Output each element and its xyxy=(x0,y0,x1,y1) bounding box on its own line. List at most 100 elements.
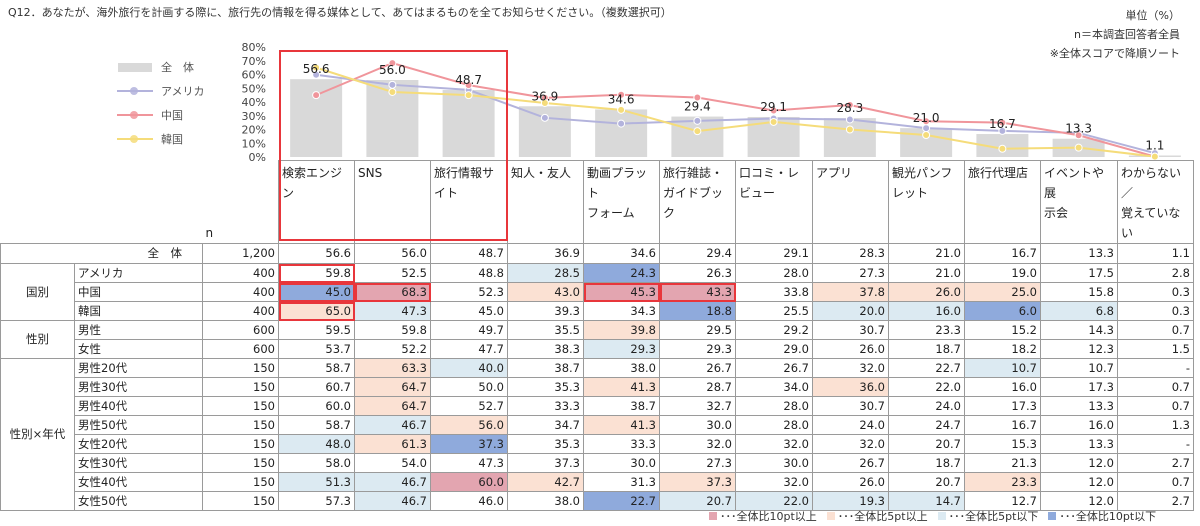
value-cell: 13.3 xyxy=(1040,243,1118,264)
value-cell: 32.0 xyxy=(812,358,889,378)
value-cell: 52.7 xyxy=(430,396,508,416)
y-tick-label: 20% xyxy=(242,124,266,137)
value-cell: 28.5 xyxy=(507,263,584,283)
legend-item-china: 中国 xyxy=(115,103,204,127)
sort-note: ※全体スコアで降順ソート xyxy=(1049,47,1180,60)
data-label: 29.1 xyxy=(760,100,787,114)
value-cell: 49.7 xyxy=(430,320,508,340)
series-line-2 xyxy=(315,62,1156,158)
value-cell: 29.0 xyxy=(735,339,813,359)
table-row: 全 体 1,200 56.6 56.0 48.7 36.9 34.6 29.4 29.1 28.3… xyxy=(0,243,1194,264)
value-cell: 22.7 xyxy=(888,358,965,378)
value-cell: 34.6 xyxy=(583,243,660,264)
data-label: 29.4 xyxy=(684,100,711,114)
value-cell: 0.7 xyxy=(1117,472,1194,492)
value-cell: 32.0 xyxy=(735,472,813,492)
value-cell: 28.7 xyxy=(659,377,736,397)
value-cell: 61.3 xyxy=(354,434,431,454)
value-cell: 28.0 xyxy=(735,263,813,283)
value-cell: 31.3 xyxy=(583,472,660,492)
value-cell: 22.0 xyxy=(735,491,813,511)
value-cell: 43.0 xyxy=(507,282,584,302)
sample-note: n＝本調査回答者全員 xyxy=(1074,28,1180,41)
column-header: アプリ xyxy=(812,160,889,244)
series-point xyxy=(922,117,931,126)
row-label: 女性30代 xyxy=(74,453,203,473)
value-cell: 37.3 xyxy=(430,434,508,454)
value-cell: 43.3 xyxy=(659,282,736,302)
value-cell: 56.0 xyxy=(430,415,508,435)
shading-legend-plus5: ･･･全体比5pt以上 xyxy=(826,508,928,524)
value-cell: 15.2 xyxy=(964,320,1041,340)
data-label: 36.9 xyxy=(532,89,559,103)
value-cell: 6.0 xyxy=(964,301,1041,321)
value-cell: 13.3 xyxy=(1040,396,1118,416)
value-cell: 1.5 xyxy=(1117,339,1194,359)
row-label: 男性20代 xyxy=(74,358,203,378)
legend-line-korea xyxy=(117,135,153,143)
data-label: 1.1 xyxy=(1145,138,1164,152)
value-cell: 0.3 xyxy=(1117,282,1194,302)
column-header: SNS xyxy=(354,160,431,244)
value-cell: 26.0 xyxy=(888,282,965,302)
value-cell: 24.0 xyxy=(888,396,965,416)
value-cell: 63.3 xyxy=(354,358,431,378)
value-cell: 22.7 xyxy=(583,491,660,511)
value-cell: 28.0 xyxy=(735,415,813,435)
value-cell: 12.7 xyxy=(964,491,1041,511)
value-cell: 54.0 xyxy=(354,453,431,473)
value-cell: 29.4 xyxy=(659,243,736,264)
data-table: n 検索エンジン SNS 旅行情報サイト 知人・友人 動画プラット フォーム 旅行雑誌・ ガ… xyxy=(0,160,1194,511)
value-cell: 37.3 xyxy=(659,472,736,492)
value-cell: 46.7 xyxy=(354,491,431,511)
data-label: 28.3 xyxy=(837,101,864,115)
value-cell: 25.5 xyxy=(735,301,813,321)
value-cell: 29.3 xyxy=(659,339,736,359)
n-cell: 150 xyxy=(202,415,279,435)
value-cell: 16.0 xyxy=(888,301,965,321)
value-cell: 30.0 xyxy=(735,453,813,473)
column-header: 動画プラット フォーム xyxy=(583,160,660,244)
value-cell: 47.3 xyxy=(430,453,508,473)
table-row: 女性50代 150 57.3 46.7 46.0 38.0 22.7 20.7 22.0 19.3… xyxy=(1,491,1194,511)
legend-line-america xyxy=(117,87,153,95)
value-cell: 23.3 xyxy=(964,472,1041,492)
series-point xyxy=(617,90,626,99)
n-cell: 1,200 xyxy=(202,243,279,264)
n-cell: 150 xyxy=(202,491,279,511)
series-point xyxy=(388,80,397,89)
series-point xyxy=(693,93,702,102)
value-cell: 41.3 xyxy=(583,415,660,435)
value-cell: 36.9 xyxy=(507,243,584,264)
series-line-3 xyxy=(315,66,1155,158)
column-header: 旅行代理店 xyxy=(964,160,1041,244)
value-cell: 47.3 xyxy=(354,301,431,321)
value-cell: 24.3 xyxy=(583,263,660,283)
series-point xyxy=(998,144,1007,153)
column-header: 旅行雑誌・ ガイドブック xyxy=(659,160,736,244)
value-cell: 29.5 xyxy=(659,320,736,340)
value-cell: 32.7 xyxy=(659,396,736,416)
value-cell: 12.3 xyxy=(1040,339,1118,359)
n-header: n xyxy=(202,160,279,244)
value-cell: 0.3 xyxy=(1117,301,1194,321)
value-cell: 26.0 xyxy=(812,339,889,359)
value-cell: 26.7 xyxy=(812,453,889,473)
y-tick-label: 40% xyxy=(242,96,266,109)
n-cell: 150 xyxy=(202,434,279,454)
value-cell: 21.0 xyxy=(888,243,965,264)
value-cell: 60.0 xyxy=(278,396,355,416)
series-point xyxy=(998,126,1007,135)
value-cell: 20.7 xyxy=(888,434,965,454)
y-tick-label: 80% xyxy=(242,41,266,54)
value-cell: 2.7 xyxy=(1117,491,1194,511)
row-label: 女性50代 xyxy=(74,491,203,511)
legend-bar-swatch xyxy=(118,62,152,72)
value-cell: 24.0 xyxy=(812,415,889,435)
row-label: 韓国 xyxy=(74,301,203,321)
shading-legend-plus10: ･･･全体比10pt以上 xyxy=(709,508,817,524)
value-cell: 46.0 xyxy=(430,491,508,511)
series-point xyxy=(845,125,854,134)
value-cell: 39.3 xyxy=(507,301,584,321)
value-cell: 16.0 xyxy=(1040,415,1118,435)
